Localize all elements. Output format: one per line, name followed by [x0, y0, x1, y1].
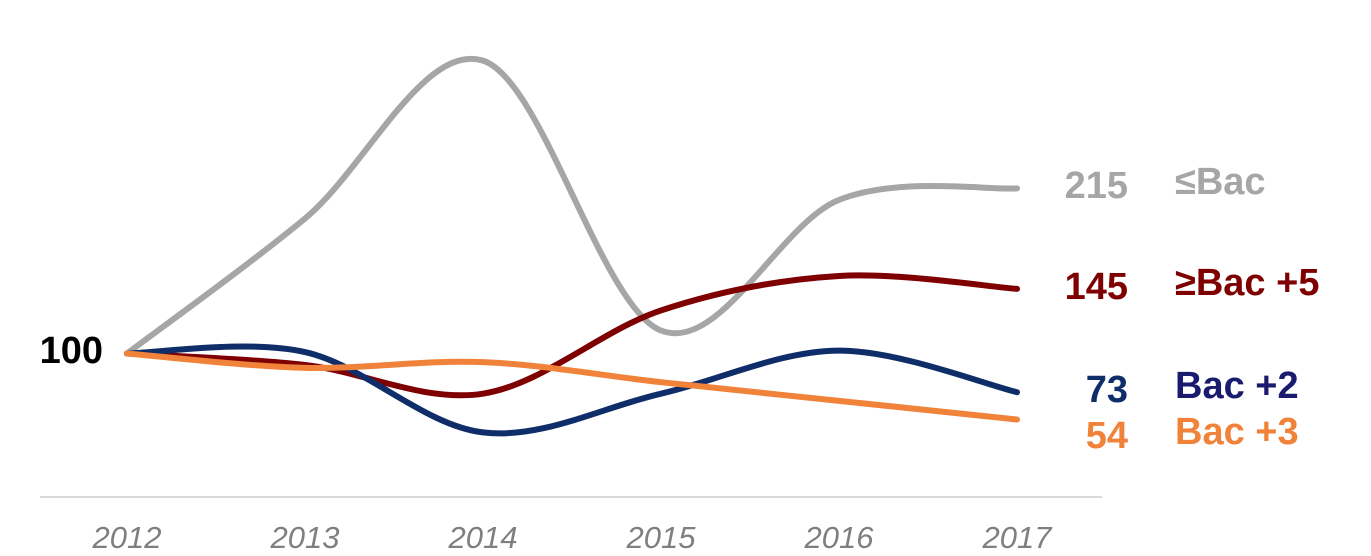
x-tick-label: 2012: [92, 520, 162, 555]
value-label: 54: [1086, 415, 1128, 457]
x-tick-label: 2014: [448, 520, 518, 555]
legend-label: ≥Bac +5: [1175, 262, 1319, 304]
x-tick-label: 2016: [804, 520, 875, 555]
legend-label: Bac +2: [1175, 365, 1299, 407]
x-tick-label: 2013: [270, 520, 340, 555]
series-line: [124, 350, 1020, 423]
x-tick-label: 2017: [982, 520, 1054, 555]
series-line: [124, 55, 1020, 357]
legend-label: ≤Bac: [1175, 161, 1266, 203]
series-line: [124, 272, 1020, 399]
series-line: [124, 343, 1020, 437]
value-label: 215: [1065, 165, 1128, 207]
x-tick-label: 2015: [626, 520, 697, 555]
legend-label: Bac +3: [1175, 411, 1299, 453]
start-label: 100: [40, 330, 103, 372]
value-label: 73: [1086, 369, 1128, 411]
value-label: 145: [1065, 266, 1128, 308]
